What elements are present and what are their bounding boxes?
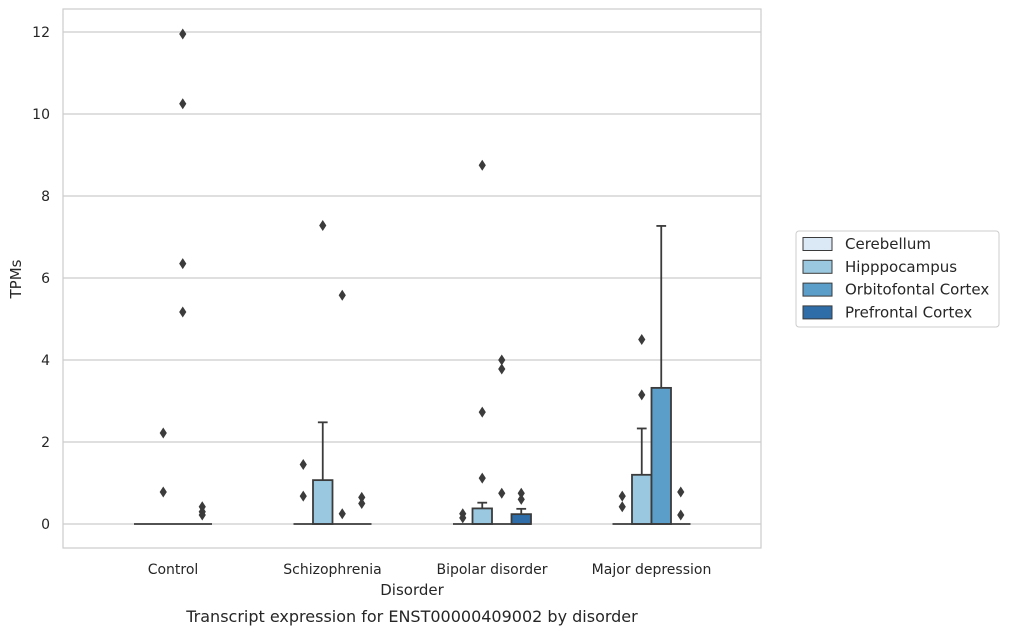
x-axis-label: Disorder xyxy=(380,581,444,599)
legend-swatch xyxy=(802,259,833,274)
outlier-point xyxy=(498,487,506,499)
outlier-point xyxy=(179,98,187,110)
box xyxy=(471,507,493,525)
outlier-point xyxy=(638,334,646,345)
box-group xyxy=(631,334,653,525)
grid-lines xyxy=(63,31,761,525)
outlier-point xyxy=(478,406,486,418)
box xyxy=(650,386,672,525)
box-group xyxy=(192,501,212,525)
outlier-point xyxy=(677,509,685,521)
legend-entry: Hipppocampus xyxy=(802,258,957,276)
outlier-point xyxy=(517,493,525,505)
box-group xyxy=(453,508,473,525)
outlier-point xyxy=(198,509,206,521)
legend-swatch xyxy=(802,282,833,297)
legend-swatch xyxy=(802,237,833,251)
legend-label: Orbitofontal Cortex xyxy=(845,281,989,299)
box-group xyxy=(650,225,672,525)
box-group xyxy=(352,491,372,525)
outlier-point xyxy=(299,490,307,502)
outlier-point xyxy=(638,389,646,401)
legend-entries: Cerebellum Hipppocampus Orbitofontal Corte… xyxy=(802,235,989,321)
outlier-point xyxy=(179,28,187,40)
outlier-point xyxy=(299,459,307,471)
legend-label: Cerebellum xyxy=(845,235,931,253)
outlier-point xyxy=(517,487,525,499)
legend-frame xyxy=(795,230,1000,328)
outlier-point xyxy=(478,472,486,484)
outlier-point xyxy=(618,501,626,513)
outlier-point xyxy=(677,486,685,498)
outlier-point xyxy=(338,508,346,520)
boxes xyxy=(134,28,691,525)
y-tick-label: 8 xyxy=(41,189,50,205)
outlier-point xyxy=(338,289,346,301)
outlier-point xyxy=(159,427,167,439)
legend-entry: Cerebellum xyxy=(802,235,931,253)
outlier-point xyxy=(319,220,327,232)
x-tick-label: Control xyxy=(148,562,199,578)
box xyxy=(631,473,653,525)
outlier-point xyxy=(358,491,366,503)
box-group xyxy=(153,427,173,525)
outlier-point xyxy=(179,306,187,318)
y-tick-label: 4 xyxy=(41,353,50,369)
x-tick-label: Bipolar disorder xyxy=(436,562,547,578)
box-group xyxy=(312,220,334,525)
legend: Cerebellum Hipppocampus Orbitofontal Corte… xyxy=(795,230,1000,328)
y-axis-label: TPMs xyxy=(7,259,25,299)
outlier-point xyxy=(498,363,506,375)
legend-label: Prefrontal Cortex xyxy=(845,303,972,321)
plot-area-border xyxy=(62,8,762,549)
outlier-point xyxy=(159,486,167,498)
outlier-point xyxy=(618,490,626,502)
box-group xyxy=(173,28,193,525)
outlier-point xyxy=(459,512,467,524)
box xyxy=(510,513,532,525)
y-tick-label: 12 xyxy=(32,25,50,41)
y-tick-label: 0 xyxy=(41,517,50,533)
x-tick-label: Major depression xyxy=(592,562,712,578)
y-tick-label: 10 xyxy=(32,107,50,123)
outlier-point xyxy=(498,354,506,366)
y-tick-labels: 0 2 4 6 8 10 12 xyxy=(32,25,50,533)
y-tick-label: 6 xyxy=(41,271,50,287)
x-tick-labels: Control Schizophrenia Bipolar disorder Majo… xyxy=(148,562,712,578)
box-group xyxy=(510,487,532,525)
chart-caption: Transcript expression for ENST0000040900… xyxy=(185,607,638,626)
box-group xyxy=(671,486,691,525)
y-tick-label: 2 xyxy=(41,435,50,451)
box-group xyxy=(492,354,512,525)
legend-label: Hipppocampus xyxy=(845,258,957,276)
box-group xyxy=(293,459,313,525)
legend-entry: Prefrontal Cortex xyxy=(802,303,972,321)
outlier-point xyxy=(179,258,187,270)
legend-entry: Orbitofontal Cortex xyxy=(802,281,989,299)
box-group xyxy=(471,159,493,525)
outlier-point xyxy=(478,159,486,171)
legend-swatch xyxy=(802,305,833,320)
x-tick-label: Schizophrenia xyxy=(283,562,381,578)
box xyxy=(312,479,334,525)
box-group xyxy=(612,490,632,525)
outlier-point xyxy=(358,498,366,509)
box-group xyxy=(332,289,352,525)
